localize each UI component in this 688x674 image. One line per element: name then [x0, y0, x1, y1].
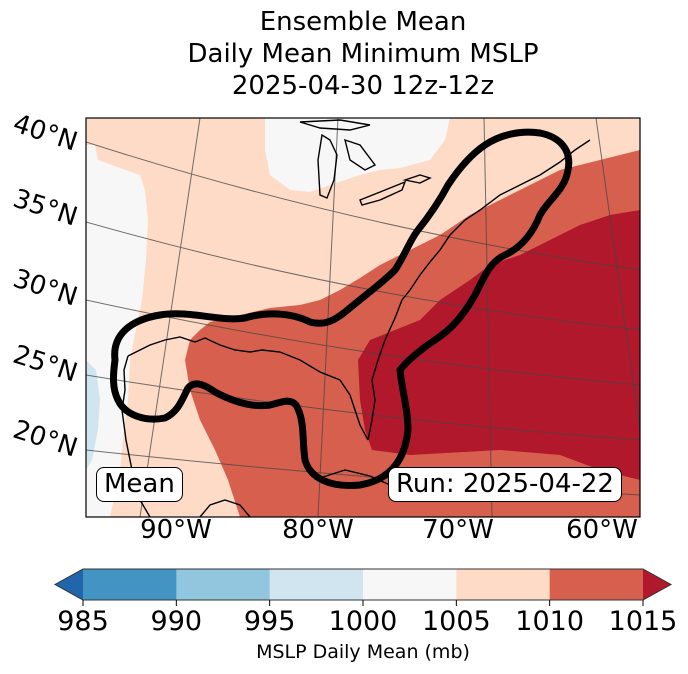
lon-label-90w: 90°W	[140, 515, 212, 545]
colorbar-segment-985-990	[83, 569, 177, 600]
colorbar-segment-1010-1015	[549, 569, 644, 600]
region-greatlakes-1000-1005	[265, 118, 450, 192]
colorbar-tick-label-1005: 1005	[421, 606, 491, 637]
gridline-lon-90	[139, 118, 201, 517]
colorbar-tick-label-1000: 1000	[328, 606, 398, 637]
colorbar-segment-995-1000	[269, 569, 364, 600]
gridlines	[86, 118, 640, 517]
lon-label-60w: 60°W	[566, 515, 638, 545]
colorbar-extend-high	[643, 569, 671, 600]
mean-label-box: Mean	[96, 467, 183, 502]
lake-superior	[299, 119, 371, 131]
map-frame	[85, 117, 641, 518]
lon-label-80w: 80°W	[282, 515, 354, 545]
gridline-lat-35	[86, 221, 640, 331]
title-line-2: Daily Mean Minimum MSLP	[187, 39, 539, 69]
coastline-gulf	[127, 336, 369, 441]
region-1015-plus	[358, 210, 640, 480]
coastline-yucatan	[199, 499, 251, 517]
gridline-lon-70	[483, 118, 493, 517]
colorbar-tick-label-1015: 1015	[608, 606, 678, 637]
gridline-lat-25	[86, 374, 640, 441]
colorbar-tick-label-995: 995	[243, 606, 296, 637]
colorbar-tick-label-990: 990	[150, 606, 203, 637]
lake-michigan	[317, 133, 338, 199]
coastline-east	[367, 139, 591, 441]
title-line-3: 2025-04-30 12z-12z	[231, 71, 495, 101]
colorbar-segment-990-995	[176, 569, 271, 600]
colorbar	[53, 568, 673, 606]
gridline-lon-60	[595, 118, 640, 431]
lake-huron	[344, 138, 377, 171]
lake-erie	[359, 180, 407, 206]
lon-label-70w: 70°W	[422, 515, 494, 545]
run-date-box: Run: 2025-04-22	[388, 467, 622, 502]
gridline-lat-40	[86, 141, 640, 271]
colorbar-tick-label-1010: 1010	[515, 606, 585, 637]
colorbar-label: MSLP Daily Mean (mb)	[256, 641, 470, 663]
colorbar-tick-label-985: 985	[57, 606, 109, 637]
region-west-1000-1005	[86, 145, 148, 517]
region-west-995-1000	[86, 360, 100, 470]
title-line-1: Ensemble Mean	[259, 7, 467, 37]
colorbar-extend-low	[55, 569, 83, 600]
colorbar-segment-1000-1005	[363, 569, 457, 600]
gridline-lon-80	[317, 118, 339, 517]
colorbar-segment-1005-1010	[456, 569, 551, 600]
lake-ontario	[402, 174, 432, 184]
contour-outline	[109, 128, 573, 490]
